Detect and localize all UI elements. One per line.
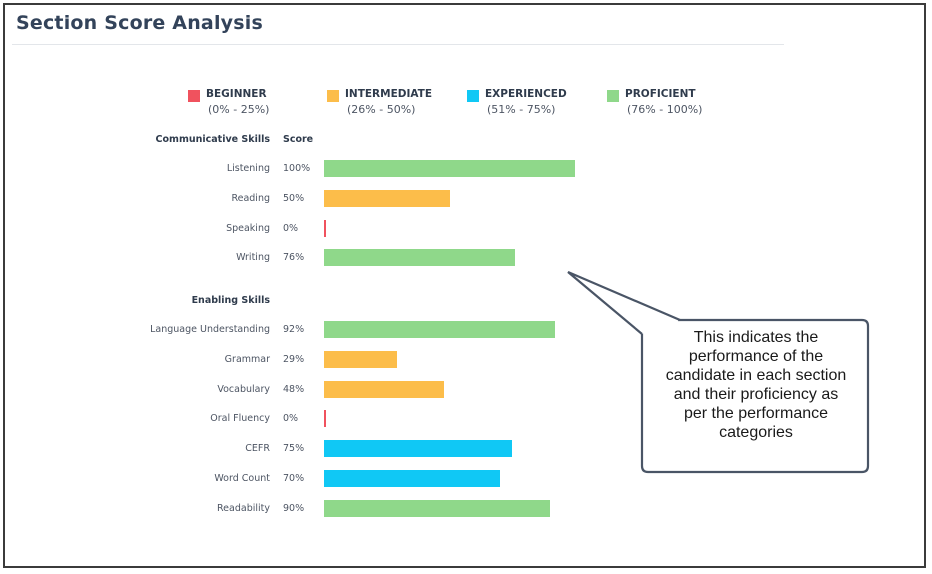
legend-label: EXPERIENCED	[485, 88, 567, 100]
score-label-cefr: 75%	[283, 443, 305, 454]
row-label-cefr: CEFR	[245, 443, 270, 454]
bar-oral-fluency	[324, 410, 326, 428]
score-label-speaking: 0%	[283, 222, 299, 234]
score-label-grammar: 29%	[283, 353, 305, 365]
legend-range: (76% - 100%)	[627, 103, 703, 116]
legend-swatch-beginner	[188, 90, 200, 102]
row-label-word-count: Word Count	[214, 472, 270, 484]
score-label-readability: 90%	[283, 502, 305, 514]
callout-text: This indicates the performance of the ca…	[665, 329, 847, 441]
row-label-vocabulary: Vocabulary	[217, 383, 270, 395]
row-label-reading: Reading	[231, 192, 270, 204]
row-label-readability: Readability	[217, 502, 270, 514]
legend-swatch-proficient	[607, 90, 619, 102]
score-label-language-understanding: 92%	[283, 324, 305, 335]
bar-vocabulary	[324, 380, 445, 398]
score-label-writing: 76%	[283, 252, 305, 264]
row-label-grammar: Grammar	[224, 353, 270, 365]
legend-range: (0% - 25%)	[208, 103, 270, 116]
score-column-heading: Score	[283, 134, 314, 145]
bar-writing	[324, 249, 515, 267]
legend-label: BEGINNER	[206, 88, 267, 100]
score-label-vocabulary: 48%	[283, 383, 305, 395]
page-title: Section Score Analysis	[16, 12, 263, 34]
score-label-reading: 50%	[283, 192, 305, 204]
bar-cefr	[324, 440, 513, 457]
row-label-speaking: Speaking	[226, 222, 270, 234]
legend-label: INTERMEDIATE	[345, 88, 433, 100]
bar-grammar	[324, 350, 397, 368]
bar-listening	[324, 160, 575, 177]
bar-reading	[324, 189, 450, 207]
communicative-skills-heading: Communicative Skills	[155, 134, 270, 145]
legend-swatch-experienced	[467, 90, 479, 102]
row-label-oral-fluency: Oral Fluency	[210, 413, 270, 425]
score-label-word-count: 70%	[283, 472, 305, 484]
legend-range: (51% - 75%)	[487, 103, 556, 116]
legend-label: PROFICIENT	[625, 88, 696, 100]
bar-word-count	[324, 469, 500, 487]
row-label-language-understanding: Language Understanding	[150, 324, 270, 335]
title-divider	[12, 44, 784, 45]
legend-swatch-intermediate	[327, 90, 339, 102]
row-label-writing: Writing	[236, 252, 270, 264]
bar-speaking	[324, 219, 326, 237]
score-label-listening: 100%	[283, 163, 311, 174]
legend-range: (26% - 50%)	[347, 103, 416, 116]
enabling-skills-heading: Enabling Skills	[191, 295, 270, 306]
row-label-listening: Listening	[226, 163, 270, 174]
bar-language-understanding	[324, 321, 555, 338]
score-label-oral-fluency: 0%	[283, 413, 299, 425]
bar-readability	[324, 499, 550, 517]
